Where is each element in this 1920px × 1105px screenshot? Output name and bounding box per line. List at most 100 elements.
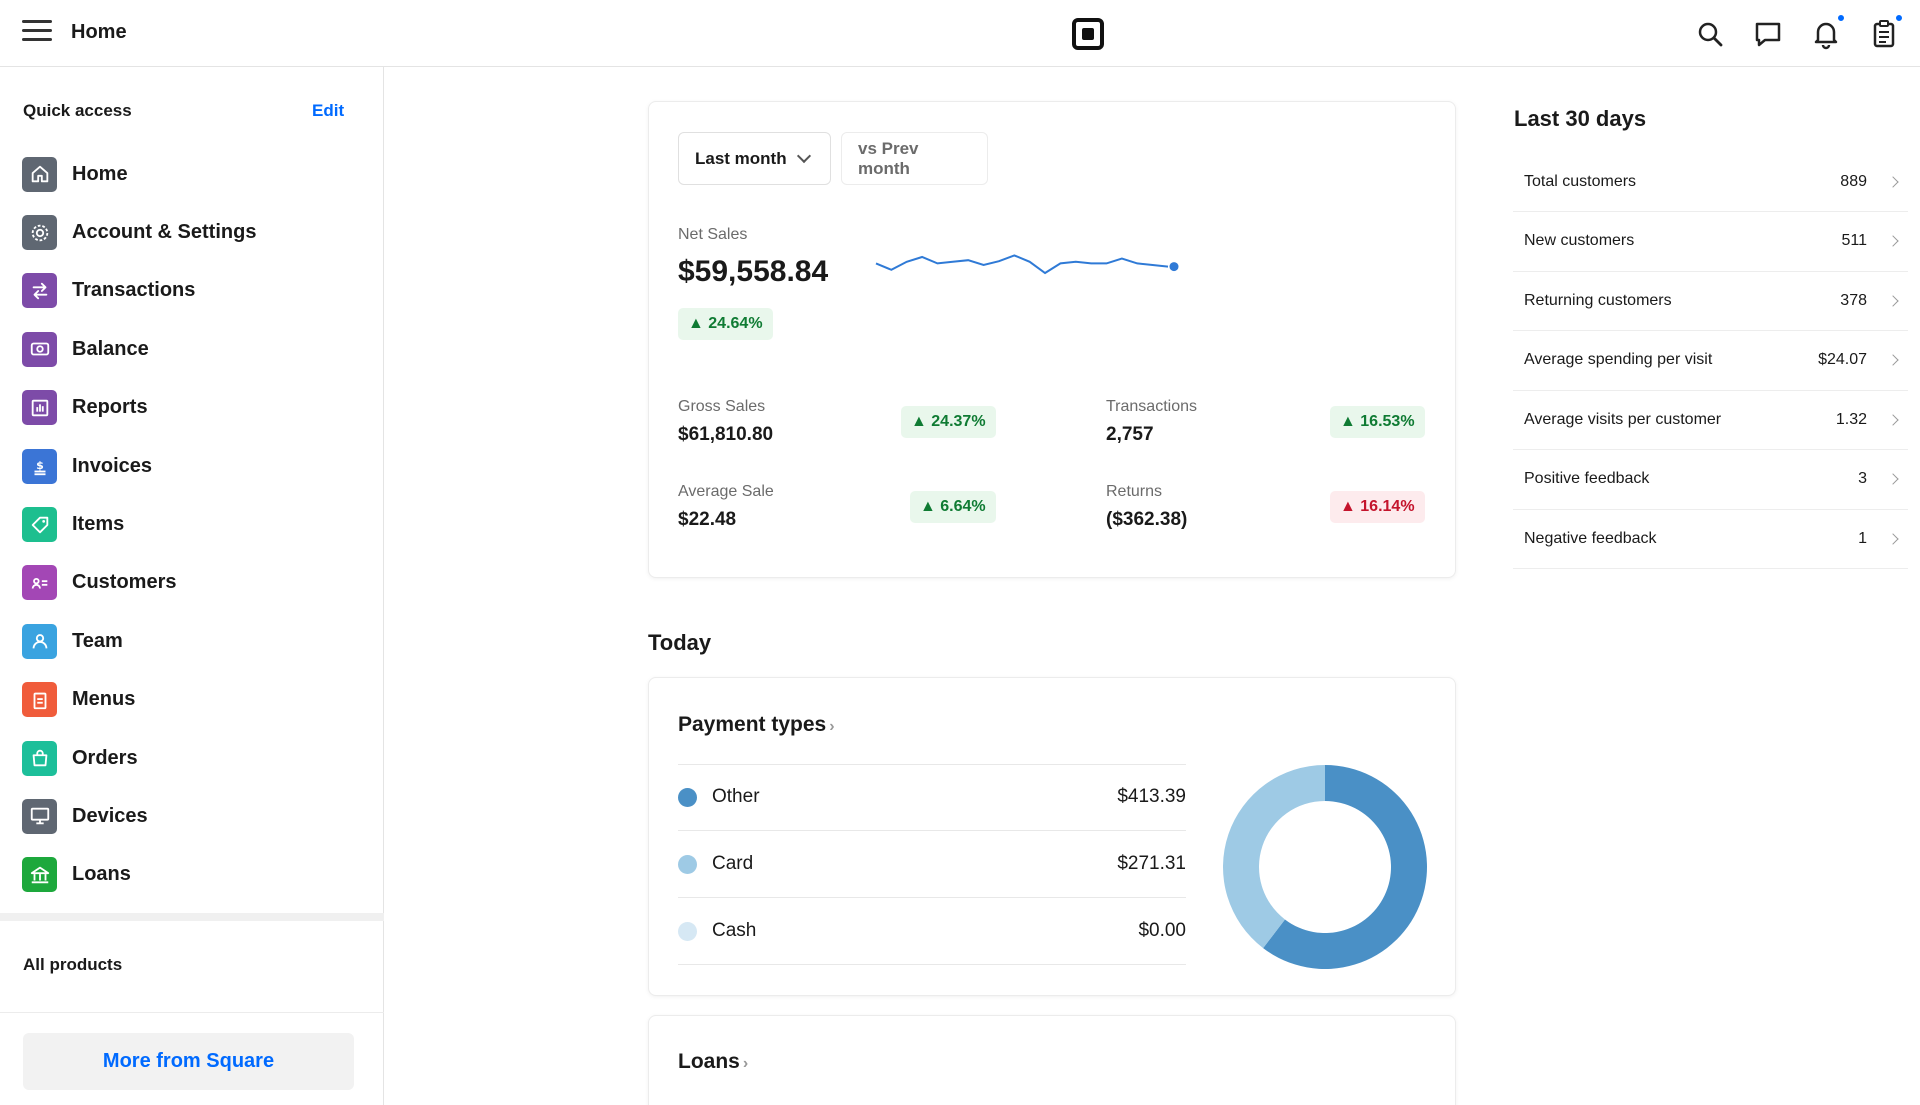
transactions-value: 2,757	[1106, 424, 1154, 445]
edit-link[interactable]: Edit	[312, 101, 345, 120]
divider	[0, 1012, 384, 1013]
last-30-days-title: Last 30 days	[1514, 106, 1647, 131]
net-sales-label: Net Sales	[678, 226, 748, 243]
sidebar-item-label: Orders	[72, 746, 138, 769]
average-sale-value: $22.48	[678, 509, 737, 530]
divider	[678, 897, 1186, 898]
gross-sales-label: Gross Sales	[678, 398, 766, 415]
monitor-icon	[22, 798, 57, 834]
bell-icon[interactable]	[1810, 18, 1842, 50]
payment-name: Cash	[712, 920, 757, 941]
sales-summary-card: Last month vs Prev month Net Sales $59,5…	[648, 101, 1456, 578]
stat-label: Negative feedback	[1524, 529, 1657, 547]
sidebar-item-customers[interactable]: Customers	[22, 554, 256, 612]
net-sales-value: $59,558.84	[678, 255, 829, 288]
stat-row-new-customers[interactable]: New customers 511	[1513, 212, 1908, 272]
contact-card-icon	[22, 565, 57, 601]
sidebar-item-home[interactable]: Home	[22, 145, 256, 203]
sidebar-item-team[interactable]: Team	[22, 612, 256, 670]
sparkline-end-dot	[1169, 262, 1179, 272]
payment-types-card: Payment types › Other $413.39 Card $271.3…	[648, 677, 1456, 996]
stat-label: Positive feedback	[1524, 470, 1650, 487]
loans-title: Loans	[678, 1050, 740, 1073]
sidebar-item-account-settings[interactable]: Account & Settings	[22, 203, 256, 261]
payment-types-title: Payment types	[678, 713, 827, 736]
chat-icon[interactable]	[1752, 18, 1784, 50]
loans-card: Loans ›	[648, 1015, 1456, 1105]
stat-label: Returning customers	[1524, 291, 1672, 309]
transactions-label: Transactions	[1106, 398, 1197, 415]
sidebar: Quick access Edit Home Account & Settings…	[0, 67, 384, 1105]
person-icon	[22, 623, 57, 659]
shopping-bag-icon	[22, 740, 57, 776]
sidebar-item-label: Account & Settings	[72, 221, 257, 244]
legend-dot	[678, 921, 697, 941]
gear-icon	[22, 215, 57, 251]
stat-label: Average spending per visit	[1524, 351, 1713, 368]
quick-access-nav: Home Account & Settings Transactions Balanc…	[22, 145, 256, 904]
stat-row-negative-feedback[interactable]: Negative feedback 1	[1513, 509, 1908, 569]
period-dropdown-label: Last month	[695, 148, 787, 168]
chevron-right-icon	[1887, 473, 1899, 485]
stat-row-average-spending-per-visit[interactable]: Average spending per visit $24.07	[1513, 331, 1908, 391]
stat-value: 378	[1840, 291, 1867, 309]
quick-access-title: Quick access	[23, 101, 132, 120]
compare-dropdown[interactable]: vs Prev month	[841, 132, 988, 185]
sparkline-path	[875, 254, 1169, 275]
sidebar-item-label: Home	[72, 162, 128, 185]
stat-row-average-visits-per-customer[interactable]: Average visits per customer 1.32	[1513, 390, 1908, 450]
sidebar-item-reports[interactable]: Reports	[22, 379, 256, 437]
sidebar-item-label: Loans	[72, 863, 131, 886]
clipboard-notification-dot	[1894, 13, 1904, 23]
chevron-right-icon: ›	[742, 1055, 749, 1072]
transfer-arrows-icon	[22, 273, 57, 309]
search-icon[interactable]	[1694, 18, 1726, 50]
all-products-link[interactable]: All products	[23, 955, 123, 974]
payment-types-link[interactable]: Payment types ›	[678, 713, 835, 737]
stat-value: 511	[1841, 232, 1867, 249]
square-logo[interactable]	[1072, 18, 1104, 50]
net-sales-change-badge: ▲ 24.64%	[678, 308, 773, 340]
tag-icon	[22, 507, 57, 543]
sidebar-item-label: Reports	[72, 396, 148, 419]
payment-row-cash: Cash $0.00	[678, 898, 1186, 964]
average-sale-change-badge: ▲ 6.64%	[910, 491, 996, 523]
page-title: Home	[71, 21, 127, 43]
payment-row-card: Card $271.31	[678, 831, 1186, 897]
sidebar-item-devices[interactable]: Devices	[22, 787, 256, 845]
sidebar-item-label: Menus	[72, 688, 136, 711]
clipboard-icon[interactable]	[1868, 18, 1900, 50]
sidebar-item-balance[interactable]: Balance	[22, 320, 256, 378]
bar-chart-icon	[22, 390, 57, 426]
sidebar-item-loans[interactable]: Loans	[22, 846, 256, 904]
chevron-right-icon	[1887, 235, 1899, 247]
chevron-right-icon	[1887, 532, 1899, 545]
sidebar-item-orders[interactable]: Orders	[22, 729, 256, 787]
stat-label: Total customers	[1524, 172, 1637, 190]
returns-label: Returns	[1106, 483, 1163, 500]
svg-text:$: $	[36, 459, 44, 472]
loans-link[interactable]: Loans ›	[678, 1050, 748, 1074]
sidebar-item-menus[interactable]: Menus	[22, 671, 256, 729]
sidebar-item-transactions[interactable]: Transactions	[22, 262, 256, 320]
period-dropdown[interactable]: Last month	[678, 132, 831, 185]
sidebar-item-label: Customers	[72, 571, 177, 594]
sidebar-item-label: Invoices	[72, 454, 153, 477]
net-sales-sparkline	[875, 254, 1179, 275]
more-from-square-button[interactable]: More from Square	[23, 1033, 354, 1090]
sidebar-item-items[interactable]: Items	[22, 495, 256, 553]
menu-icon[interactable]	[22, 20, 52, 46]
stat-row-positive-feedback[interactable]: Positive feedback 3	[1513, 450, 1908, 510]
sidebar-item-label: Transactions	[72, 279, 196, 302]
payment-name: Other	[712, 786, 760, 807]
stat-row-total-customers[interactable]: Total customers 889	[1513, 152, 1908, 212]
stat-row-returning-customers[interactable]: Returning customers 378	[1513, 271, 1908, 331]
donut-slice-other	[1263, 765, 1427, 969]
top-bar: Home	[0, 0, 1920, 67]
transactions-change-badge: ▲ 16.53%	[1330, 406, 1425, 438]
divider	[0, 913, 384, 921]
sidebar-item-label: Items	[72, 513, 125, 536]
home-icon	[22, 156, 57, 192]
chevron-right-icon	[1887, 354, 1899, 366]
sidebar-item-invoices[interactable]: $ Invoices	[22, 437, 256, 495]
